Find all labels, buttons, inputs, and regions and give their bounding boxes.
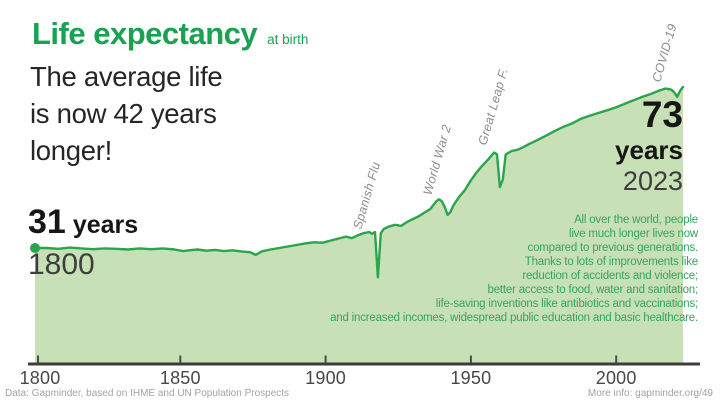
- life-expectancy-area: [35, 87, 683, 363]
- start-marker: 31 years 1800: [28, 204, 138, 281]
- summary-paragraph: All over the world, people live much lon…: [330, 214, 698, 324]
- axis-tick-label-1950: 1950: [450, 368, 492, 388]
- headline-text: The average life is now 42 years longer!: [30, 61, 223, 166]
- chart-title-row: Life expectancy at birth: [32, 16, 308, 52]
- end-year: 2023: [622, 166, 683, 196]
- start-unit: years: [72, 211, 139, 239]
- data-source-note: Data: Gapminder, based on IHME and UN Po…: [5, 388, 290, 399]
- end-unit: years: [615, 135, 683, 165]
- life-expectancy-line: [33, 85, 685, 279]
- axis-tick-label-2000: 2000: [595, 368, 637, 388]
- start-year: 1800: [28, 248, 95, 281]
- start-point-dot: [30, 243, 40, 254]
- page-title: Life expectancy: [32, 16, 258, 51]
- start-value: 31: [28, 203, 66, 241]
- end-marker: 73 years 2023: [615, 94, 683, 196]
- axis-tick-label-1850: 1850: [159, 368, 201, 388]
- axis-tick-label-1900: 1900: [305, 368, 347, 388]
- end-value: 73: [641, 94, 683, 135]
- more-info-note: More info: gapminder.org/49: [587, 388, 713, 399]
- start-value-row: 31 years: [28, 204, 138, 240]
- page-title-suffix: at birth: [267, 32, 309, 47]
- axis-tick-label-1800: 1800: [19, 368, 61, 388]
